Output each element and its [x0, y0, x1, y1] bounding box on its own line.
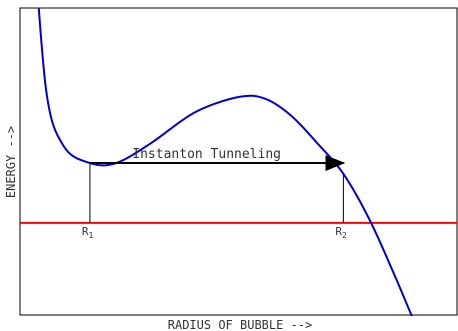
plot-frame [19, 7, 458, 316]
tunneling-annotation: Instanton Tunneling [132, 147, 281, 162]
energy-curve [37, 8, 413, 316]
r2-label: R2 [335, 225, 347, 240]
x-axis-label: RADIUS OF BUBBLE --> [168, 318, 313, 331]
r1-label: R1 [82, 225, 94, 240]
y-axis-label: ENERGY --> [4, 126, 18, 198]
